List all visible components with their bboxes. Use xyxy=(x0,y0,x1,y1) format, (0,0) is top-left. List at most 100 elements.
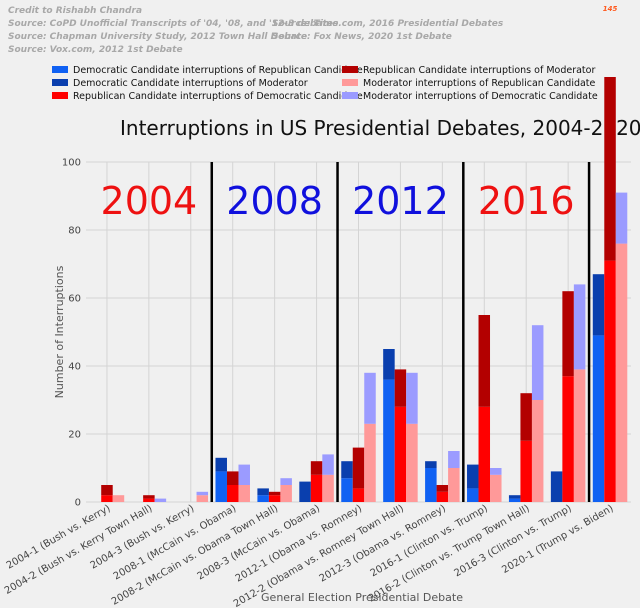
bar-segment xyxy=(101,485,113,496)
credit-line-5: Source: Time.com, 2016 Presidential Deba… xyxy=(272,19,504,29)
y-tick-label: 0 xyxy=(75,498,81,509)
bar-segment xyxy=(436,491,449,502)
bar-segment xyxy=(310,461,323,475)
annotation-label: 145 xyxy=(603,5,618,13)
year-labels: 2004 2008 2012 2016 xyxy=(101,179,575,223)
bar-segment xyxy=(467,464,479,489)
y-axis: 0 20 40 60 80 100 xyxy=(62,158,81,509)
y-tick-label: 40 xyxy=(68,362,81,373)
bar-segment xyxy=(143,498,155,502)
bar-segment xyxy=(310,474,323,502)
bar-segment xyxy=(436,485,449,492)
bar-segment xyxy=(280,478,292,485)
bar-segment xyxy=(592,335,605,502)
bar-segment xyxy=(268,495,281,502)
legend-label: Republican Candidate interruptions of Mo… xyxy=(363,65,595,76)
legend-swatch xyxy=(342,66,358,73)
bar-segment xyxy=(299,481,311,502)
bar-segment xyxy=(322,474,334,502)
bar-segment xyxy=(562,291,574,377)
bar-segment xyxy=(341,478,353,502)
bar-segment xyxy=(101,495,113,502)
bar-segment xyxy=(154,498,167,502)
credit-line-3: Source: Chapman University Study, 2012 T… xyxy=(8,32,307,42)
y-tick-label: 60 xyxy=(68,294,81,305)
bar-segment xyxy=(550,471,563,502)
credit-line-6: Source: Fox News, 2020 1st Debate xyxy=(272,32,452,42)
bar-segment xyxy=(341,461,353,479)
credit-line-1: Credit to Rishabh Chandra xyxy=(8,6,142,16)
bar-segment xyxy=(383,349,395,380)
bar-segment xyxy=(508,495,521,499)
annotations: 145 xyxy=(603,5,618,13)
bar-segment xyxy=(478,315,491,407)
y-axis-title: Number of Interruptions xyxy=(53,265,66,398)
bar-segment xyxy=(322,454,334,475)
legend-label: Democratic Candidate interruptions of Mo… xyxy=(73,78,308,89)
legend-swatch xyxy=(342,79,358,86)
bar-segment xyxy=(406,423,418,502)
bar-segment xyxy=(425,461,437,468)
bar-segment xyxy=(238,485,250,502)
x-axis-title: General Election Presidential Debate xyxy=(261,591,463,604)
legend-label: Moderator interruptions of Democratic Ca… xyxy=(363,91,598,102)
credit-line-4: Source: Vox.com, 2012 1st Debate xyxy=(8,45,183,55)
legend: Democratic Candidate interruptions of Re… xyxy=(52,65,598,102)
bar-segment xyxy=(268,491,281,496)
bar-segment xyxy=(520,440,532,502)
bar-segment xyxy=(520,393,532,441)
bar-segment xyxy=(406,372,418,424)
bar-segment xyxy=(592,274,605,336)
year-label: 2008 xyxy=(226,179,323,223)
y-tick-label: 20 xyxy=(68,430,81,441)
legend-swatch xyxy=(52,66,68,73)
bar-segment xyxy=(352,447,365,489)
bar-segment xyxy=(196,495,209,502)
bar-segment xyxy=(531,400,544,502)
bar-segment xyxy=(226,485,239,502)
credits-block: Credit to Rishabh Chandra Source: CoPD U… xyxy=(8,6,504,55)
bar-segment xyxy=(257,495,269,502)
legend-label: Democratic Candidate interruptions of Re… xyxy=(73,65,363,76)
bar-segment xyxy=(257,488,269,496)
bar-segment xyxy=(604,260,616,502)
y-tick-label: 100 xyxy=(62,158,81,169)
grid xyxy=(86,161,631,503)
bar-segment xyxy=(425,468,437,502)
year-dividers xyxy=(210,162,591,502)
bar-segment xyxy=(196,491,209,496)
bar-segment xyxy=(478,406,491,502)
legend-label: Moderator interruptions of Republican Ca… xyxy=(363,78,596,89)
legend-swatch xyxy=(342,92,358,99)
bar-segment xyxy=(364,372,376,424)
bar-segment xyxy=(215,471,227,502)
bar-segment xyxy=(143,495,155,499)
credit-line-2: Source: CoPD Unofficial Transcripts of '… xyxy=(8,19,339,29)
bar-segment xyxy=(490,468,502,475)
bar-segment xyxy=(531,325,544,400)
legend-swatch xyxy=(52,92,68,99)
bar-segment xyxy=(226,471,239,485)
bar-segment xyxy=(490,474,502,502)
bar-segment xyxy=(448,468,460,502)
bar-segment xyxy=(394,369,407,407)
bar-segment xyxy=(215,457,227,472)
bar-segment xyxy=(238,464,250,485)
legend-swatch xyxy=(52,79,68,86)
bar-segment xyxy=(562,376,574,502)
year-label: 2004 xyxy=(101,179,198,223)
bar-segment xyxy=(394,406,407,502)
bar-segment xyxy=(508,498,521,502)
bar-segment xyxy=(467,488,479,502)
bar-segment xyxy=(448,451,460,468)
bar-segment xyxy=(573,284,586,370)
bars xyxy=(101,77,628,502)
y-tick-label: 80 xyxy=(68,226,81,237)
bar-segment xyxy=(364,423,376,502)
year-label: 2012 xyxy=(352,179,449,223)
bar-segment xyxy=(112,495,125,502)
chart-title: Interruptions in US Presidential Debates… xyxy=(120,116,640,140)
bar-segment xyxy=(615,192,628,244)
bar-segment xyxy=(573,369,586,502)
